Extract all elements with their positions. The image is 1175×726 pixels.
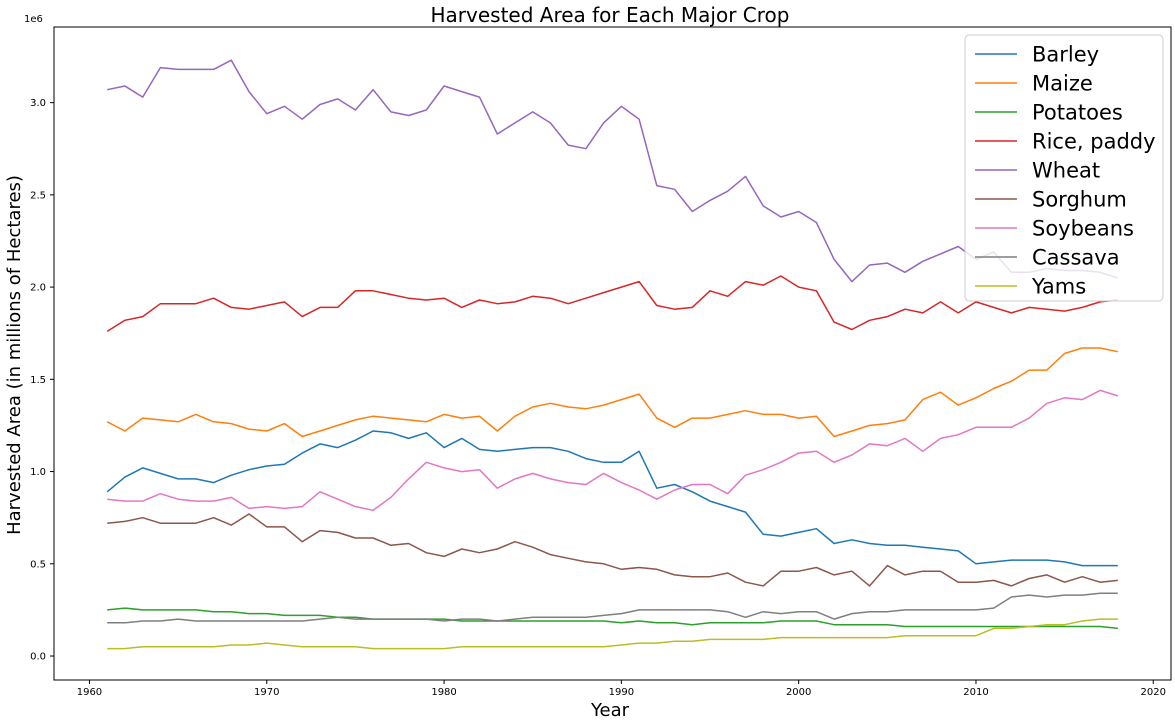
- legend-label-barley: Barley: [1032, 43, 1099, 67]
- series-line-soybeans: [107, 389, 1119, 512]
- legend-label-potatoes: Potatoes: [1032, 101, 1123, 125]
- y-tick-label: 1.0: [30, 467, 46, 478]
- y-tick-label: 2.5: [30, 190, 46, 201]
- series-line-wheat: [107, 59, 1119, 283]
- series-line-rice-paddy: [106, 275, 1118, 333]
- y-tick-label: 0.5: [30, 559, 46, 570]
- y-tick-label: 3.0: [30, 98, 46, 109]
- legend-label-cassava: Cassava: [1032, 246, 1120, 270]
- series-line-sorghum: [107, 513, 1118, 587]
- series-line-cassava: [107, 592, 1118, 624]
- x-tick-label: 1990: [609, 687, 634, 698]
- x-tick-label: 1980: [431, 687, 456, 698]
- series-line-potatoes: [107, 607, 1118, 630]
- x-tick-label: 2000: [786, 687, 811, 698]
- x-tick-label: 1960: [77, 687, 102, 698]
- legend-label-wheat: Wheat: [1032, 159, 1100, 183]
- y-axis-offset: 1e6: [24, 14, 43, 25]
- x-axis-label: Year: [590, 700, 630, 721]
- legend-box: [964, 34, 1164, 302]
- y-axis-label: Harvested Area (in millions of Hectares): [4, 175, 25, 535]
- series-layer: [106, 59, 1119, 650]
- x-tick-label: 2020: [1141, 687, 1166, 698]
- series-line-maize: [106, 347, 1118, 438]
- legend-label-yams: Yams: [1031, 275, 1086, 299]
- legend-label-soybeans: Soybeans: [1032, 217, 1134, 241]
- legend-label-sorghum: Sorghum: [1032, 188, 1127, 212]
- x-axis: 1960 1970 1980 1990 2000 2010 2020: [77, 680, 1166, 698]
- y-axis: 0.0 0.5 1.0 1.5 2.0 2.5 3.0: [30, 98, 54, 663]
- legend: Barley Maize Potatoes Rice, paddy Wheat Sorgh…: [964, 34, 1164, 302]
- series-line-yams: [107, 618, 1118, 650]
- legend-label-maize: Maize: [1032, 72, 1093, 96]
- x-tick-label: 1970: [254, 687, 279, 698]
- series-line-barley: [106, 430, 1118, 567]
- y-tick-label: 0.0: [30, 652, 46, 663]
- y-tick-label: 2.0: [30, 283, 46, 294]
- y-tick-label: 1.5: [30, 375, 46, 386]
- x-tick-label: 2010: [963, 687, 988, 698]
- plot-frame: [53, 26, 1172, 681]
- chart-title: Harvested Area for Each Major Crop: [430, 3, 789, 27]
- legend-label-rice-paddy: Rice, paddy: [1032, 130, 1156, 154]
